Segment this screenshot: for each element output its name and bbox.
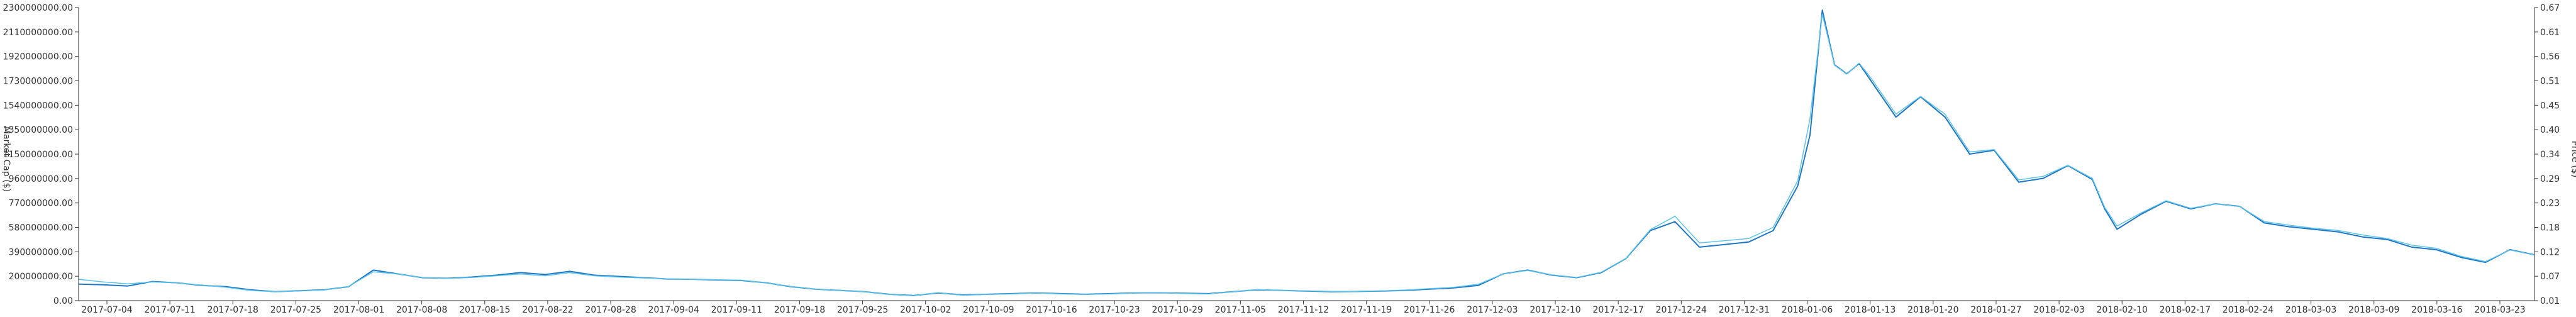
right-tick-label: 0.23 <box>2540 199 2560 209</box>
x-tick-label: 2018-02-17 <box>2160 305 2211 314</box>
x-tick-label: 2018-01-20 <box>1907 305 1958 314</box>
right-tick-label: 0.07 <box>2540 272 2560 282</box>
left-tick-label: 1350000000.00 <box>3 125 73 135</box>
x-tick-label: 2017-08-01 <box>333 305 384 314</box>
x-tick-label: 2018-02-24 <box>2223 305 2273 314</box>
x-tick-label: 2018-03-09 <box>2348 305 2399 314</box>
x-tick-label: 2018-02-03 <box>2033 305 2084 314</box>
right-axis-ticks: 0.67 0.61 0.56 0.51 0.45 0.40 0.34 0.29 0.23 0.18… <box>2534 3 2560 306</box>
right-tick-label: 0.01 <box>2540 296 2560 306</box>
right-tick-label: 0.61 <box>2540 28 2560 38</box>
x-tick-label: 2017-07-18 <box>208 305 258 314</box>
x-tick-label: 2017-11-26 <box>1404 305 1455 314</box>
price-line <box>78 13 2535 296</box>
left-axis-label: Market Cap ($) <box>1 126 11 192</box>
left-axis-ticks: 2300000000.00 2110000000.00 1920000000.00 1… <box>3 3 79 306</box>
x-tick-label: 2017-10-16 <box>1026 305 1077 314</box>
right-tick-label: 0.56 <box>2540 52 2560 62</box>
right-tick-label: 0.67 <box>2540 3 2560 13</box>
x-tick-label: 2017-10-23 <box>1089 305 1140 314</box>
x-tick-label: 2017-08-28 <box>585 305 636 314</box>
x-tick-label: 2017-08-15 <box>459 305 510 314</box>
x-axis-ticks: 2017-07-04 2017-07-11 2017-07-18 2017-07-25… <box>81 301 2526 315</box>
right-tick-label: 0.34 <box>2540 150 2560 160</box>
left-tick-label: 2300000000.00 <box>3 3 73 13</box>
x-tick-label: 2018-02-10 <box>2097 305 2148 314</box>
left-tick-label: 2110000000.00 <box>3 28 73 38</box>
right-tick-label: 0.40 <box>2540 125 2560 135</box>
x-tick-label: 2017-10-02 <box>900 305 951 314</box>
x-tick-label: 2017-09-18 <box>774 305 825 314</box>
x-tick-label: 2017-12-31 <box>1719 305 1770 314</box>
left-tick-label: 960000000.00 <box>9 174 73 184</box>
market-cap-line <box>78 9 2535 296</box>
left-tick-label: 0.00 <box>53 296 73 306</box>
x-tick-label: 2017-10-09 <box>963 305 1014 314</box>
left-tick-label: 1730000000.00 <box>3 77 73 87</box>
x-tick-label: 2017-12-03 <box>1467 305 1518 314</box>
right-tick-label: 0.12 <box>2540 247 2560 257</box>
x-tick-label: 2017-12-10 <box>1530 305 1580 314</box>
x-tick-label: 2017-07-04 <box>81 305 132 314</box>
left-tick-label: 1920000000.00 <box>3 52 73 62</box>
x-tick-label: 2017-09-11 <box>711 305 762 314</box>
x-tick-label: 2017-09-25 <box>837 305 888 314</box>
left-tick-label: 390000000.00 <box>9 247 73 257</box>
x-tick-label: 2018-01-27 <box>1970 305 2021 314</box>
x-tick-label: 2017-12-17 <box>1592 305 1643 314</box>
right-tick-label: 0.29 <box>2540 174 2560 184</box>
x-tick-label: 2018-03-03 <box>2285 305 2336 314</box>
left-tick-label: 770000000.00 <box>9 199 73 209</box>
x-tick-label: 2017-11-05 <box>1215 305 1266 314</box>
x-tick-label: 2017-11-12 <box>1278 305 1329 314</box>
left-tick-label: 580000000.00 <box>9 223 73 233</box>
right-tick-label: 0.45 <box>2540 101 2560 111</box>
x-tick-label: 2018-03-16 <box>2411 305 2462 314</box>
x-tick-label: 2018-03-23 <box>2474 305 2525 314</box>
x-tick-label: 2017-12-24 <box>1656 305 1707 314</box>
series-lines <box>78 9 2535 296</box>
x-tick-label: 2017-08-22 <box>522 305 573 314</box>
x-tick-label: 2017-09-04 <box>648 305 699 314</box>
right-tick-label: 0.18 <box>2540 223 2560 233</box>
right-tick-label: 0.51 <box>2540 77 2560 87</box>
right-axis-label: Price ($) <box>2570 141 2576 177</box>
left-tick-label: 1150000000.00 <box>3 150 73 160</box>
x-tick-label: 2018-01-06 <box>1782 305 1833 314</box>
x-tick-label: 2017-08-08 <box>396 305 447 314</box>
x-tick-label: 2017-11-19 <box>1341 305 1392 314</box>
left-tick-label: 200000000.00 <box>9 272 73 282</box>
left-tick-label: 1540000000.00 <box>3 101 73 111</box>
x-tick-label: 2018-01-13 <box>1845 305 1896 314</box>
x-tick-label: 2017-07-11 <box>144 305 195 314</box>
x-tick-label: 2017-10-29 <box>1152 305 1203 314</box>
x-tick-label: 2017-07-25 <box>270 305 321 314</box>
